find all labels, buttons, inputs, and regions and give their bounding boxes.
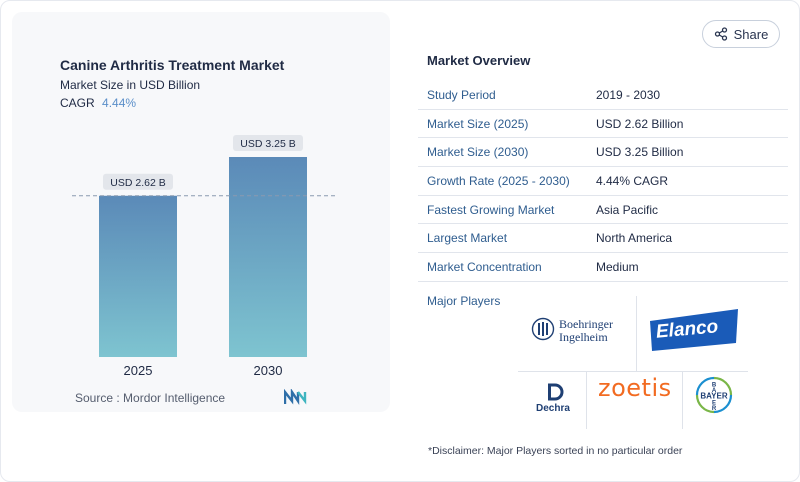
overview-row: Fastest Growing Market Asia Pacific <box>418 196 788 225</box>
overview-row-value: Asia Pacific <box>596 202 659 217</box>
overview-row-value: 4.44% CAGR <box>596 173 669 188</box>
overview-row-value: 2019 - 2030 <box>596 87 661 102</box>
overview-row-key: Study Period <box>427 87 496 102</box>
dechra-logo: Dechra <box>534 383 574 417</box>
overview-row-key: Largest Market <box>427 231 508 246</box>
overview-table: Study Period 2019 - 2030 Market Size (2025… <box>418 81 788 282</box>
overview-row-value: USD 3.25 Billion <box>596 145 684 160</box>
bayer-v-e: E <box>712 401 716 407</box>
logo-grid-vline-right <box>682 371 683 429</box>
source-credit: Source : Mordor Intelligence <box>75 391 226 405</box>
share-button[interactable]: Share <box>702 20 780 48</box>
overview-row-key: Growth Rate (2025 - 2030) <box>427 173 570 188</box>
overview-row: Study Period 2019 - 2030 <box>418 81 788 110</box>
overview-row-value: USD 2.62 Billion <box>596 116 684 131</box>
overview-row-key: Market Size (2030) <box>427 145 529 160</box>
overview-row: Market Concentration Medium <box>418 253 788 282</box>
cagr-value: 4.44% <box>102 96 137 110</box>
boehringer-emblem-icon <box>531 317 555 341</box>
zoetis-logo: zoetis <box>598 374 672 404</box>
chart-card <box>12 12 390 412</box>
dechra-text: Dechra <box>536 403 570 414</box>
cagr-row: CAGR 4.44% <box>60 96 136 110</box>
overview-row-key: Market Size (2025) <box>427 116 529 131</box>
bayer-h-text: BAYER <box>700 392 727 401</box>
share-label: Share <box>733 26 769 42</box>
bayer-logo: BAYER B A E R <box>695 376 733 414</box>
bayer-v-a: A <box>712 388 717 394</box>
overview-row: Market Size (2025) USD 2.62 Billion <box>418 110 788 139</box>
logo-grid-hline <box>518 371 748 372</box>
overview-row: Market Size (2030) USD 3.25 Billion <box>418 138 788 168</box>
overview-row: Largest Market North America <box>418 224 788 254</box>
chart-subtitle: Market Size in USD Billion <box>60 78 201 92</box>
overview-row-value: Medium <box>596 259 639 274</box>
boehringer-ingelheim-logo: Boehringer Ingelheim <box>531 316 631 346</box>
elanco-badge-icon <box>650 309 738 351</box>
overview-row: Growth Rate (2025 - 2030) 4.44% CAGR <box>418 167 788 196</box>
bayer-cross-icon: BAYER B A E R <box>695 376 733 414</box>
bayer-v-r: R <box>712 406 717 412</box>
cagr-label: CAGR <box>60 96 95 110</box>
boehringer-text-2: Ingelheim <box>559 330 608 344</box>
overview-title: Market Overview <box>427 53 531 68</box>
dechra-mark-icon <box>548 383 564 401</box>
mordor-logo-icon <box>284 389 307 405</box>
boehringer-text-1: Boehringer <box>559 317 613 331</box>
bayer-v-b: B <box>712 383 717 389</box>
overview-row-key: Fastest Growing Market <box>427 202 555 217</box>
chart-title: Canine Arthritis Treatment Market <box>60 57 285 73</box>
logo-grid-vline-top <box>636 296 637 371</box>
major-players-label: Major Players <box>427 294 501 308</box>
share-icon <box>714 27 727 41</box>
logo-grid-vline-left <box>586 371 587 429</box>
zoetis-text: zoetis <box>598 374 672 402</box>
disclaimer: *Disclaimer: Major Players sorted in no … <box>428 445 683 457</box>
overview-row-key: Market Concentration <box>427 259 542 274</box>
overview-row-value: North America <box>596 231 673 246</box>
elanco-logo: Elanco <box>650 309 738 351</box>
